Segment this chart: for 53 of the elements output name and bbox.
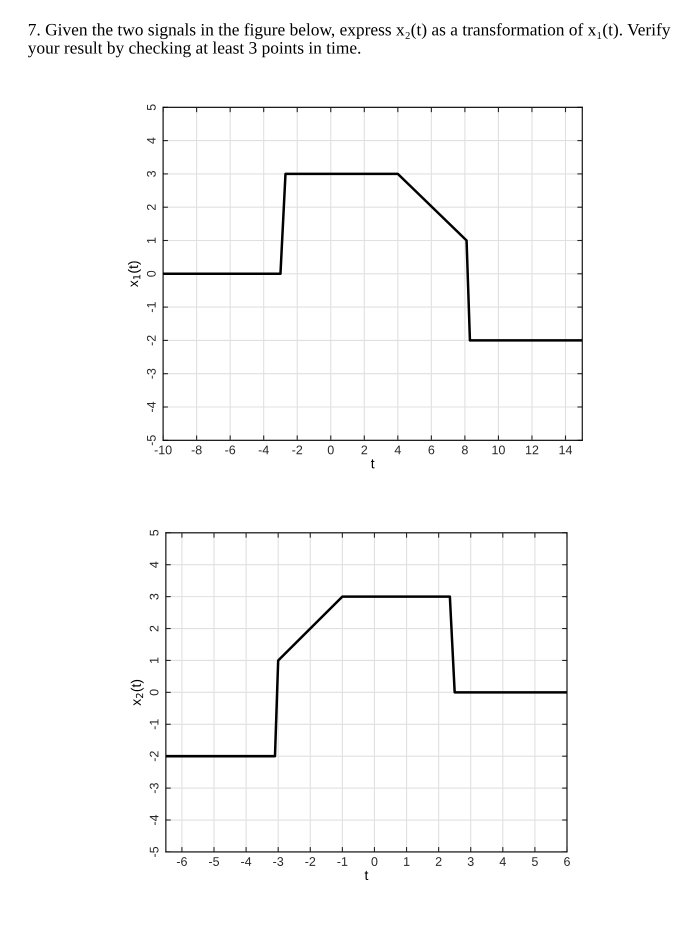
x-tick-label: 8: [462, 445, 468, 454]
y-tick-label: 3: [150, 594, 159, 600]
x-tick-label: 2: [436, 857, 442, 866]
y-tick-label: -5: [147, 435, 156, 446]
x-tick-label: 0: [328, 445, 334, 454]
x-tick-label: 2: [361, 445, 368, 454]
x-tick-label: 0: [371, 857, 378, 866]
chart-title: 7. Given the two signals in the figure below, express x₂(t) as a transformation of x₁(t). Verify your result by checking at least 3 points in time.: [28, 23, 670, 58]
y-tick-label: 5: [147, 104, 156, 110]
x-tick-label: -1: [337, 857, 348, 866]
y-tick-label: 3: [146, 170, 156, 177]
y-axis-title: x$_{2}$(t): [130, 680, 144, 706]
x-tick-label: 1: [404, 857, 410, 866]
y-tick-label: -3: [150, 783, 159, 794]
y-tick-label: -4: [147, 402, 156, 412]
x-tick-label: 3: [468, 857, 474, 866]
y-tick-label: -1: [150, 719, 158, 730]
y-tick-label: -2: [146, 335, 156, 346]
y-tick-label: 2: [146, 204, 156, 210]
y-tick-label: -2: [150, 751, 158, 762]
y-tick-label: 4: [150, 562, 158, 568]
y-tick-label: -3: [146, 368, 156, 379]
x-tick-label: 4: [500, 857, 506, 866]
y-tick-label: 0: [146, 270, 156, 277]
y-tick-label: -4: [150, 814, 158, 826]
x-tick-label: -10: [154, 445, 172, 454]
x-tick-label: -5: [209, 857, 220, 866]
x-tick-label: 12: [526, 445, 538, 454]
x-tick-label: -2: [305, 857, 316, 866]
x-tick-label: 4: [394, 446, 401, 454]
y-tick-label: 0: [150, 689, 159, 696]
y-tick-label: -1: [147, 302, 156, 312]
x-tick-label: -4: [258, 446, 269, 454]
x-tick-label: 6: [564, 857, 570, 866]
x-tick-label: 10: [492, 445, 505, 454]
x-tick-label: -4: [241, 857, 252, 866]
y-tick-label: 4: [147, 137, 156, 144]
y-tick-label: 1: [147, 238, 156, 244]
y-tick-label: -5: [150, 846, 159, 857]
x-tick-label: 14: [560, 446, 572, 454]
y-tick-label: 1: [150, 658, 158, 663]
x-axis-title: t: [364, 870, 368, 880]
x-tick-label: 6: [428, 445, 434, 454]
x-tick-label: -6: [225, 445, 236, 454]
y-axis-title: x$_{1}$(t): [128, 261, 141, 288]
x-tick-label: -2: [292, 445, 302, 454]
x-tick-label: -6: [176, 857, 187, 866]
x-axis-title: t: [370, 459, 375, 468]
y-tick-label: 2: [150, 626, 158, 632]
x-tick-label: -8: [192, 445, 202, 454]
x-tick-label: 5: [532, 857, 538, 866]
y-tick-label: 5: [150, 530, 159, 536]
x-tick-label: -3: [273, 857, 284, 866]
